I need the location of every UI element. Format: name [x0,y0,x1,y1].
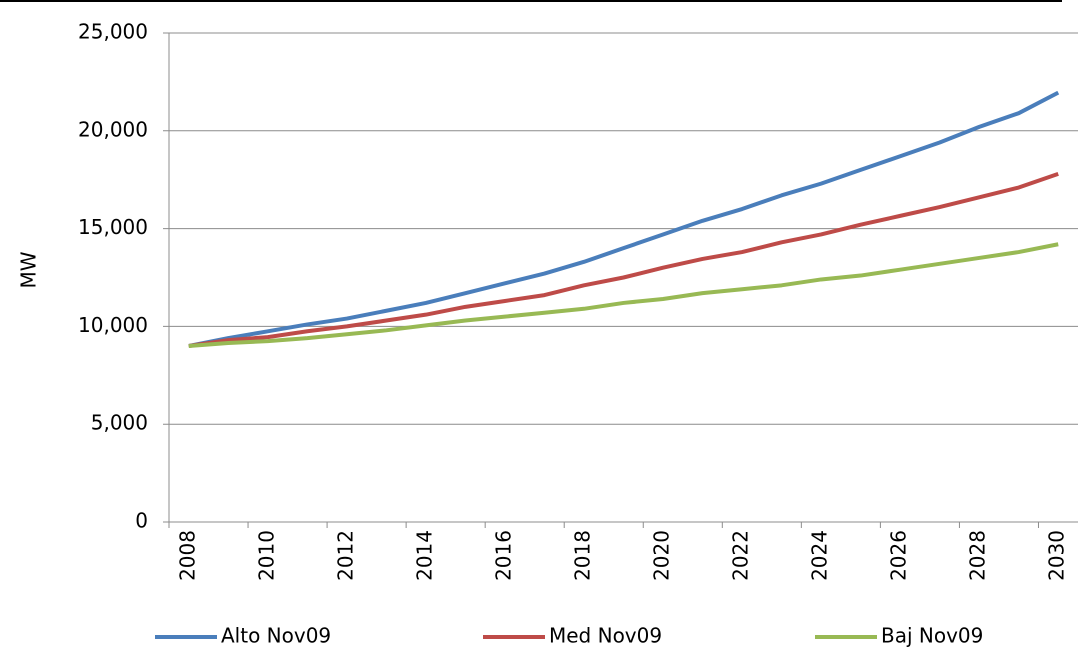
x-tick-label: 2018 [570,530,594,581]
x-tick-label: 2012 [333,530,357,581]
y-tick-label: 10,000 [78,313,148,337]
legend-label: Alto Nov09 [221,624,331,648]
y-tick-label: 0 [135,509,148,533]
legend-label: Baj Nov09 [881,624,983,648]
y-axis-label: MW [17,251,41,288]
x-tick-label: 2026 [887,530,911,581]
x-tick-label: 2030 [1045,530,1069,581]
x-tick-label: 2028 [966,530,990,581]
y-tick-label: 5,000 [91,411,148,435]
x-tick-label: 2010 [254,530,278,581]
x-tick-label: 2024 [808,530,832,581]
x-tick-label: 2016 [491,530,515,581]
y-tick-label: 20,000 [78,117,148,141]
x-tick-label: 2022 [729,530,753,581]
x-tick-label: 2008 [175,530,199,581]
x-tick-label: 2014 [412,530,436,581]
x-tick-label: 2020 [650,530,674,581]
legend-label: Med Nov09 [549,624,662,648]
y-tick-label: 15,000 [78,215,148,239]
series-line [188,90,1060,348]
series-line [188,242,1059,348]
y-tick-label: 25,000 [78,20,148,44]
series-line [188,171,1059,348]
